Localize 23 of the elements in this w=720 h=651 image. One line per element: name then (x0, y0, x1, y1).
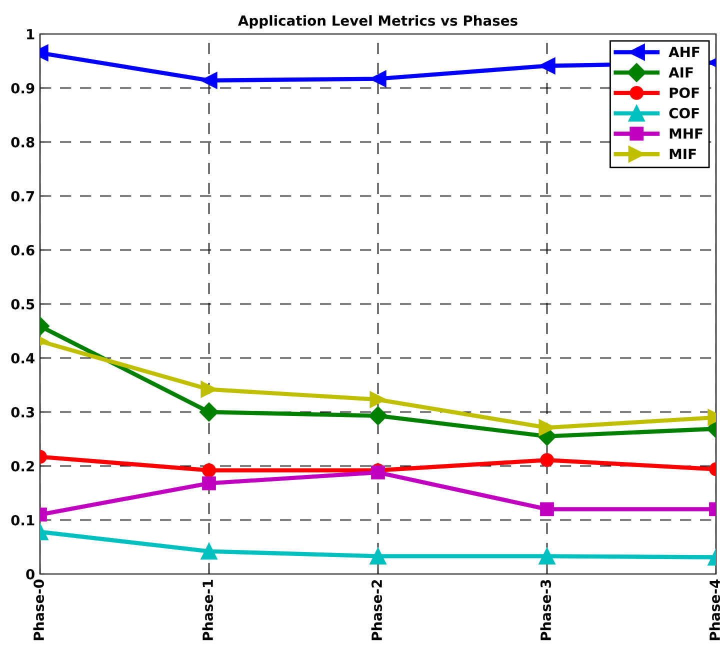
y-tick-label: 0.8 (11, 136, 34, 148)
chart-title: Application Level Metrics vs Phases (238, 15, 518, 29)
legend-label: MHF (670, 128, 702, 139)
y-tick-label: 0.2 (11, 460, 34, 472)
y-tick-label: 0.1 (11, 514, 34, 526)
y-tick-label: 0.5 (11, 298, 34, 310)
y-tick-label: 0 (26, 568, 34, 580)
x-tick-label: Phase-3 (540, 580, 552, 640)
x-tick-label: Phase-4 (709, 580, 720, 640)
y-tick-label: 0.3 (11, 406, 34, 418)
y-tick-label: 0.4 (11, 352, 34, 364)
legend-label: AHF (668, 46, 700, 58)
x-tick-label: Phase-0 (33, 580, 44, 640)
legend-label: COF (669, 108, 699, 118)
x-tick-label: Phase-1 (202, 580, 214, 640)
x-tick-label: Phase-2 (371, 580, 382, 640)
y-tick-label: 0.9 (11, 82, 34, 94)
y-tick-label: 0.6 (11, 244, 34, 256)
legend-label: POF (670, 88, 699, 98)
legend-label: AIF (668, 67, 693, 78)
y-tick-label: 0.7 (11, 190, 34, 202)
legend-label: MIF (670, 148, 696, 159)
y-tick-label: 1 (27, 29, 34, 40)
